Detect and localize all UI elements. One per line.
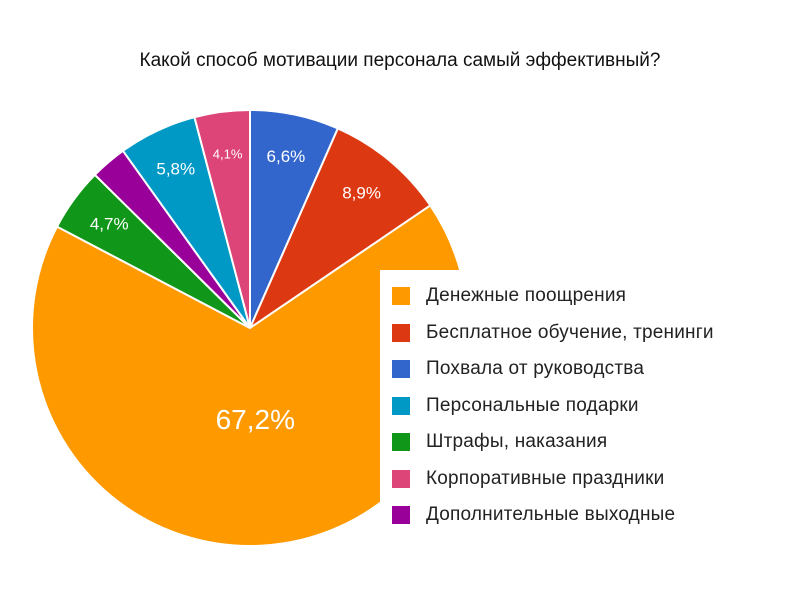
slice-value-label: 67,2%: [216, 404, 295, 435]
legend-label: Похвала от руководства: [426, 358, 645, 380]
legend-item: Дополнительные выходные: [392, 497, 790, 534]
legend-swatch: [392, 469, 410, 488]
slice-value-label: 4,7%: [90, 215, 129, 234]
legend-item: Бесплатное обучение, тренинги: [392, 315, 790, 352]
legend-item: Похвала от руководства: [392, 351, 790, 388]
chart-title: Какой способ мотивации персонала самый э…: [139, 50, 661, 71]
pie-slice: [193, 108, 251, 329]
legend-label: Дополнительные выходные: [426, 504, 676, 526]
legend-item: Корпоративные праздники: [392, 461, 790, 498]
legend-swatch: [392, 287, 410, 306]
pie-slice-labels: 6,6% 8,9% 67,2% 4,7% 5,8% 4,1%: [90, 146, 381, 435]
legend-label: Персональные подарки: [426, 394, 639, 416]
legend-label: Денежные поощрения: [426, 285, 627, 307]
slice-value-label: 6,6%: [267, 147, 306, 166]
legend-label: Штрафы, наказания: [426, 431, 608, 453]
legend-label: Бесплатное обучение, тренинги: [426, 321, 714, 343]
chart-legend: Денежные поощрения Бесплатное обучение, …: [380, 270, 790, 535]
slice-value-label: 4,1%: [213, 146, 243, 161]
slice-value-label: 5,8%: [156, 160, 195, 179]
pie-slice: [247, 127, 432, 331]
legend-item: Денежные поощрения: [392, 278, 790, 315]
legend-swatch: [392, 323, 410, 342]
legend-swatch: [392, 506, 410, 525]
legend-swatch: [392, 433, 410, 452]
legend-item: Персональные подарки: [392, 388, 790, 425]
legend-label: Корпоративные праздники: [426, 467, 665, 489]
legend-swatch: [392, 396, 410, 415]
pie-slices: [31, 108, 469, 547]
legend-swatch: [392, 360, 410, 379]
legend-item: Штрафы, наказания: [392, 424, 790, 461]
slice-value-label: 8,9%: [342, 183, 381, 202]
